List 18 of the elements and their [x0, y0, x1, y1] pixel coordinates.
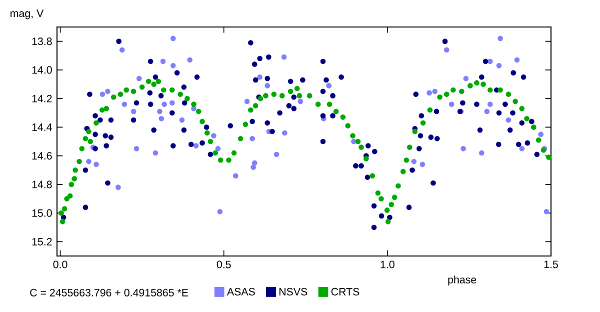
y-tick-label: 15.2	[32, 238, 52, 246]
y-tick-label: 15.0	[32, 209, 52, 217]
legend-label: ASAS	[226, 288, 255, 296]
y-tick-label: 14.2	[32, 94, 52, 102]
legend-label: NSVS	[279, 288, 308, 296]
x-axis-title: phase	[448, 276, 476, 286]
y-tick-label: 14.4	[32, 124, 52, 131]
y-tick-label: 14.8	[32, 180, 52, 188]
y-tick-label: 14.6	[32, 152, 52, 160]
y-tick-label: 13.8	[32, 38, 52, 46]
x-tick-label: 1.0	[380, 260, 394, 268]
text: C = 2455663.796 + 0.4915865 *E	[30, 288, 188, 296]
y-axis-title: mag, V	[10, 10, 44, 20]
y-tick-label: 14.0	[32, 66, 52, 74]
legend-label: CRTS	[331, 288, 360, 296]
x-tick-label: 1.5	[544, 260, 558, 268]
x-tick-label: 0.5	[216, 260, 231, 268]
x-tick-label: 0.0	[53, 260, 68, 268]
